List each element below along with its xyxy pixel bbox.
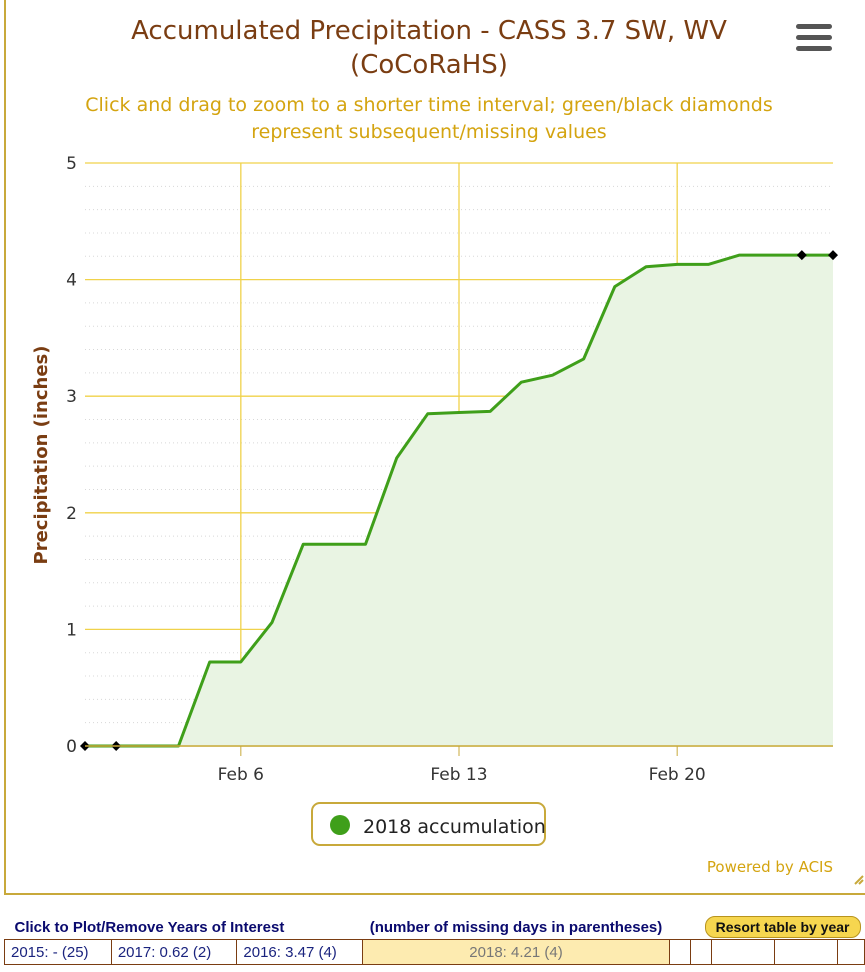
chart-title-line2: (CoCoRaHS) xyxy=(350,50,508,80)
years-header-left: Click to Plot/Remove Years of Interest xyxy=(14,918,285,936)
y-tick-label: 1 xyxy=(66,620,77,640)
y-tick-label: 4 xyxy=(66,271,77,291)
chart-subtitle-line2: represent subsequent/missing values xyxy=(251,121,606,143)
resize-handle-icon[interactable] xyxy=(854,875,864,885)
chart-title: Accumulated Precipitation - CASS 3.7 SW,… xyxy=(131,16,727,46)
credit-link[interactable]: Powered by ACIS xyxy=(707,858,833,876)
year-cell-2015[interactable]: 2015: - (25) xyxy=(4,939,112,965)
year-cell-2016[interactable]: 2016: 3.47 (4) xyxy=(236,939,363,965)
empty-cell xyxy=(669,939,691,965)
empty-cell xyxy=(774,939,838,965)
missing-value-diamond[interactable] xyxy=(828,250,838,261)
y-tick-label: 3 xyxy=(66,387,77,407)
years-row: 2015: - (25) 2017: 0.62 (2) 2016: 3.47 (… xyxy=(4,939,865,965)
years-table-header: Click to Plot/Remove Years of Interest (… xyxy=(5,915,865,940)
chart-subtitle: Click and drag to zoom to a shorter time… xyxy=(85,94,772,116)
empty-cell xyxy=(711,939,775,965)
years-table: Click to Plot/Remove Years of Interest (… xyxy=(4,915,865,965)
resort-table-button[interactable]: Resort table by year xyxy=(704,916,861,938)
legend-marker xyxy=(330,815,350,835)
year-cell-2017[interactable]: 2017: 0.62 (2) xyxy=(110,939,238,965)
missing-value-diamond[interactable] xyxy=(796,250,807,261)
x-tick-label: Feb 6 xyxy=(218,765,264,785)
y-tick-label: 2 xyxy=(66,504,77,524)
precipitation-chart[interactable]: Accumulated Precipitation - CASS 3.7 SW,… xyxy=(0,0,865,900)
legend[interactable]: 2018 accumulation xyxy=(311,802,546,846)
series-area xyxy=(80,250,838,751)
x-tick-label: Feb 20 xyxy=(649,765,706,785)
chart-frame xyxy=(4,0,865,895)
years-header-middle: (number of missing days in parentheses) xyxy=(369,918,663,936)
empty-cell xyxy=(837,939,865,965)
y-axis-label: Precipitation (inches) xyxy=(31,346,52,565)
x-tick-label: Feb 13 xyxy=(430,765,487,785)
legend-box xyxy=(311,802,546,846)
legend-label[interactable]: 2018 accumulation xyxy=(363,816,546,838)
empty-cell xyxy=(690,939,712,965)
series-line xyxy=(85,253,833,748)
axis-ticks: 0 1 2 3 4 5 Feb 6 Feb 13 Feb 20 xyxy=(66,154,833,785)
y-tick-label: 5 xyxy=(66,154,77,174)
hamburger-menu-icon[interactable] xyxy=(796,24,832,54)
year-cell-2018[interactable]: 2018: 4.21 (4) xyxy=(362,939,670,965)
y-tick-label: 0 xyxy=(66,737,77,757)
